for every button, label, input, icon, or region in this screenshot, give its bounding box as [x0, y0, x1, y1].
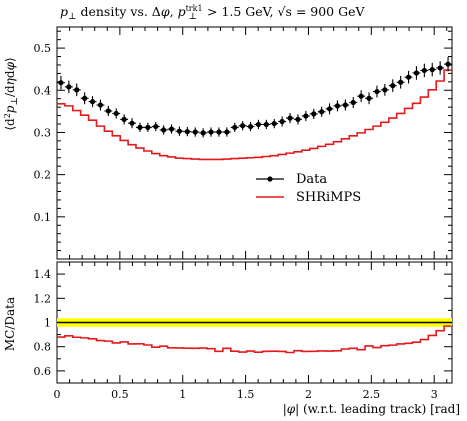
data-point	[161, 127, 167, 133]
data-point	[263, 121, 269, 128]
data-point	[390, 83, 396, 89]
data-point	[121, 116, 127, 122]
data-point	[216, 129, 222, 135]
data-point	[192, 129, 198, 135]
data-point	[382, 87, 388, 93]
data-point	[113, 110, 119, 117]
y-axis-label: ⟨d2p⊥/dηdφ⟩	[3, 57, 20, 130]
legend-data-label: Data	[296, 172, 327, 187]
data-point	[247, 123, 254, 130]
data-point	[287, 115, 293, 121]
shrimps-histogram	[57, 69, 452, 161]
data-point	[232, 124, 238, 130]
data-point	[334, 103, 341, 109]
ratio-y-axis-label: MC/Data	[3, 297, 17, 351]
ratio-panel-axes: 0 0.5 1 1.5 2 2.5 3 0.6 0.8 1 1.2 1.4	[34, 261, 453, 401]
y-tick-label: 0.5	[34, 42, 52, 55]
data-point	[224, 129, 230, 135]
ratio-y-tick-label: 0.6	[34, 365, 52, 378]
ratio-panel-marks	[57, 318, 452, 354]
top-panel-marks	[57, 56, 452, 161]
data-point	[303, 113, 309, 119]
data-point	[319, 109, 325, 115]
data-point	[240, 123, 246, 129]
legend-shrimps-label: SHRiMPS	[296, 190, 361, 205]
data-point	[176, 128, 183, 134]
x-tick-label: 2	[305, 388, 312, 401]
data-point	[342, 102, 348, 108]
data-point	[413, 70, 420, 76]
data-point	[445, 61, 451, 67]
data-point	[358, 93, 364, 99]
x-tick-label: 2.5	[363, 388, 381, 401]
data-point	[374, 88, 380, 95]
data-point	[153, 123, 159, 130]
data-point	[74, 87, 80, 93]
data-point	[129, 120, 135, 126]
ratio-y-tick-label: 1	[44, 317, 51, 330]
x-axis-label: |φ| (w.r.t. leading track) [rad]	[283, 402, 460, 416]
data-point	[437, 65, 443, 71]
data-point	[168, 126, 175, 132]
data-point	[137, 124, 143, 130]
data-point	[271, 120, 277, 127]
data-point	[97, 102, 104, 108]
data-point	[66, 84, 72, 90]
y-tick-label: 0.1	[34, 211, 52, 224]
data-point	[89, 99, 96, 105]
data-point	[405, 74, 412, 80]
top-panel-axes: 0.1 0.2 0.3 0.4 0.5	[34, 26, 453, 260]
top-panel-frame	[56, 26, 453, 260]
data-point	[200, 130, 206, 136]
data-point	[326, 106, 333, 112]
legend-data-marker	[267, 176, 273, 182]
y-tick-label: 0.4	[34, 84, 52, 97]
y-tick-label: 0.2	[34, 169, 52, 182]
data-point	[208, 129, 214, 135]
x-tick-label: 1.5	[237, 388, 255, 401]
y-tick-label: 0.3	[34, 126, 52, 139]
data-point	[295, 116, 301, 122]
data-point	[366, 95, 372, 101]
data-point	[421, 67, 427, 74]
data-point	[82, 95, 88, 101]
data-point	[184, 129, 190, 135]
ratio-y-tick-label: 1.2	[34, 292, 52, 305]
x-tick-label: 0.5	[111, 388, 129, 401]
data-point	[429, 67, 435, 73]
data-point	[145, 124, 151, 130]
ratio-y-tick-label: 0.8	[34, 341, 52, 354]
ratio-y-tick-label: 1.4	[34, 268, 52, 281]
data-point	[350, 99, 356, 106]
legend: Data SHRiMPS	[256, 172, 361, 205]
data-point	[279, 118, 285, 125]
x-tick-label: 0	[54, 388, 61, 401]
chart-title: p⊥ density vs. Δφ, ptrk1 ⊥ > 1.5 GeV, √s …	[60, 4, 365, 22]
data-point	[58, 80, 64, 86]
data-point	[398, 79, 404, 85]
x-tick-label: 3	[431, 388, 438, 401]
x-tick-label: 1	[179, 388, 186, 401]
data-point	[311, 111, 317, 117]
shrimps-ratio-histogram	[57, 325, 452, 354]
data-point	[255, 121, 262, 128]
data-point	[105, 108, 111, 114]
